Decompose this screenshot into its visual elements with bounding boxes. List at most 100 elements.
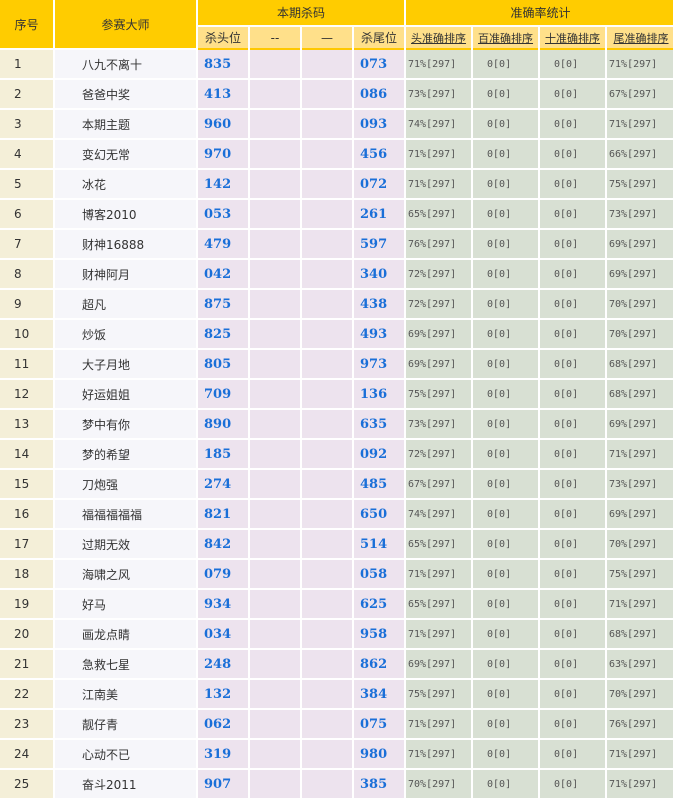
row-index: 9 [0,290,53,320]
kill-tail: 980 [354,740,405,770]
sort-tens-accuracy-link[interactable]: 十准确排序 [540,27,606,50]
kill-empty [302,620,352,650]
row-index: 1 [0,50,53,80]
kill-empty [302,410,352,440]
kill-tail: 072 [354,170,405,200]
row-index: 3 [0,110,53,140]
tail-accuracy: 67%[297] [607,80,673,110]
row-index: 13 [0,410,53,440]
tens-accuracy: 0[0] [540,260,606,290]
table-row: 18 海啸之风 079 058 71%[297] 0[0] 0[0] 75%[297] [0,560,673,590]
tens-accuracy: 0[0] [540,650,606,680]
table-row: 6 博客2010 053 261 65%[297] 0[0] 0[0] 73%[297] [0,200,673,230]
head-accuracy: 71%[297] [406,170,472,200]
kill-empty [302,500,352,530]
master-name: 心动不已 [55,740,196,770]
tens-accuracy: 0[0] [540,560,606,590]
row-index: 18 [0,560,53,590]
kill-empty [302,50,352,80]
head-accuracy: 74%[297] [406,500,472,530]
hundreds-accuracy: 0[0] [473,440,539,470]
hundreds-accuracy: 0[0] [473,80,539,110]
table-row: 21 急救七星 248 862 69%[297] 0[0] 0[0] 63%[297] [0,650,673,680]
master-name: 财神阿月 [55,260,196,290]
table-row: 12 好运姐姐 709 136 75%[297] 0[0] 0[0] 68%[297] [0,380,673,410]
kill-empty [302,710,352,740]
kill-empty [302,140,352,170]
table-row: 5 冰花 142 072 71%[297] 0[0] 0[0] 75%[297] [0,170,673,200]
head-accuracy: 71%[297] [406,560,472,590]
tail-accuracy: 66%[297] [607,140,673,170]
table-row: 9 超凡 875 438 72%[297] 0[0] 0[0] 70%[297] [0,290,673,320]
kill-head: 413 [198,80,248,110]
kill-empty [250,590,300,620]
tail-accuracy: 63%[297] [607,650,673,680]
table-row: 7 财神16888 479 597 76%[297] 0[0] 0[0] 69%[297] [0,230,673,260]
sort-hundreds-accuracy-link[interactable]: 百准确排序 [473,27,539,50]
tens-accuracy: 0[0] [540,680,606,710]
kill-tail: 485 [354,470,405,500]
head-accuracy: 72%[297] [406,290,472,320]
table-row: 23 靓仔青 062 075 71%[297] 0[0] 0[0] 76%[297] [0,710,673,740]
tens-accuracy: 0[0] [540,500,606,530]
tail-accuracy: 71%[297] [607,50,673,80]
hundreds-accuracy: 0[0] [473,50,539,80]
tens-accuracy: 0[0] [540,290,606,320]
tail-accuracy: 73%[297] [607,470,673,500]
row-index: 25 [0,770,53,800]
tens-accuracy: 0[0] [540,230,606,260]
kill-empty [250,170,300,200]
row-index: 7 [0,230,53,260]
sort-tail-accuracy-link[interactable]: 尾准确排序 [607,27,673,50]
row-index: 22 [0,680,53,710]
kill-empty [302,380,352,410]
sort-head-accuracy-link[interactable]: 头准确排序 [406,27,472,50]
tens-accuracy: 0[0] [540,770,606,800]
kill-tail: 650 [354,500,405,530]
tens-accuracy: 0[0] [540,590,606,620]
tens-accuracy: 0[0] [540,350,606,380]
row-index: 4 [0,140,53,170]
table-row: 24 心动不已 319 980 71%[297] 0[0] 0[0] 71%[297] [0,740,673,770]
head-accuracy: 69%[297] [406,350,472,380]
row-index: 10 [0,320,53,350]
kill-empty [302,320,352,350]
kill-empty [250,560,300,590]
head-accuracy: 72%[297] [406,260,472,290]
table-row: 2 爸爸中奖 413 086 73%[297] 0[0] 0[0] 67%[297] [0,80,673,110]
tail-accuracy: 71%[297] [607,590,673,620]
kill-head: 479 [198,230,248,260]
tens-accuracy: 0[0] [540,140,606,170]
header-index: 序号 [0,0,53,50]
head-accuracy: 69%[297] [406,650,472,680]
head-accuracy: 74%[297] [406,110,472,140]
kill-empty [302,80,352,110]
kill-head: 132 [198,680,248,710]
master-name: 好马 [55,590,196,620]
kill-tail: 092 [354,440,405,470]
kill-tail: 058 [354,560,405,590]
head-accuracy: 71%[297] [406,140,472,170]
kill-empty [302,440,352,470]
kill-empty [302,260,352,290]
table-row: 22 江南美 132 384 75%[297] 0[0] 0[0] 70%[297] [0,680,673,710]
kill-tail: 075 [354,710,405,740]
kill-empty [302,560,352,590]
hundreds-accuracy: 0[0] [473,230,539,260]
table-row: 3 本期主题 960 093 74%[297] 0[0] 0[0] 71%[297] [0,110,673,140]
tens-accuracy: 0[0] [540,440,606,470]
head-accuracy: 71%[297] [406,620,472,650]
kill-empty [250,680,300,710]
kill-empty [250,290,300,320]
kill-head: 825 [198,320,248,350]
kill-head: 042 [198,260,248,290]
header-master: 参赛大师 [55,0,196,50]
tail-accuracy: 75%[297] [607,560,673,590]
kill-empty [250,200,300,230]
tens-accuracy: 0[0] [540,710,606,740]
hundreds-accuracy: 0[0] [473,470,539,500]
head-accuracy: 73%[297] [406,410,472,440]
master-name: 变幻无常 [55,140,196,170]
kill-tail: 862 [354,650,405,680]
